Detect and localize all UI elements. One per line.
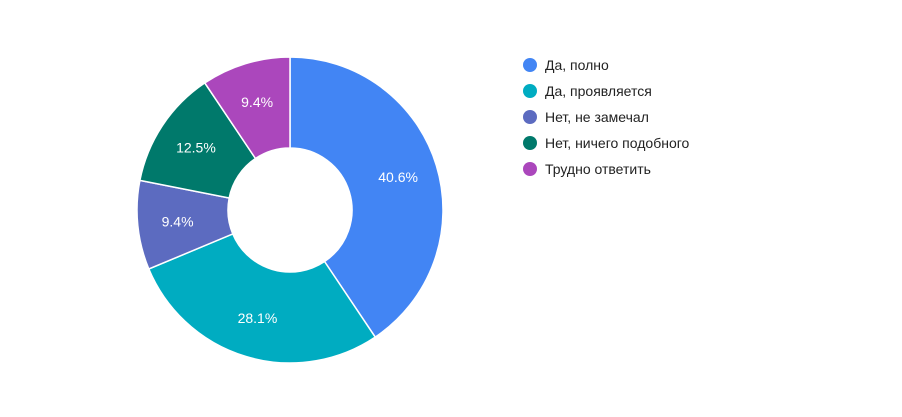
legend-marker-4 [523, 162, 537, 176]
legend-marker-2 [523, 110, 537, 124]
legend-label-3: Нет, ничего подобного [545, 135, 690, 151]
slice-labels: 40.6% 28.1% 9.4% 12.5% 9.4% [162, 94, 418, 326]
slice-label-1: 28.1% [238, 310, 278, 326]
legend-marker-3 [523, 136, 537, 150]
legend-marker-1 [523, 84, 537, 98]
legend-label-2: Нет, не замечал [545, 109, 649, 125]
donut-slice-1 [147, 232, 377, 364]
slice-label-4: 9.4% [241, 94, 273, 110]
legend-label-4: Трудно ответить [545, 161, 651, 177]
legend-marker-0 [523, 58, 537, 72]
donut-slices [136, 56, 444, 364]
donut-slice-0 [289, 56, 444, 339]
legend-label-1: Да, проявляется [545, 83, 652, 99]
slice-label-3: 12.5% [176, 139, 216, 155]
slice-label-0: 40.6% [378, 169, 418, 185]
donut-slice-4 [203, 56, 291, 160]
slice-label-2: 9.4% [162, 213, 194, 229]
legend-label-0: Да, полно [545, 57, 609, 73]
legend: Да, полно Да, проявляется Нет, не замечал Н… [523, 57, 690, 177]
